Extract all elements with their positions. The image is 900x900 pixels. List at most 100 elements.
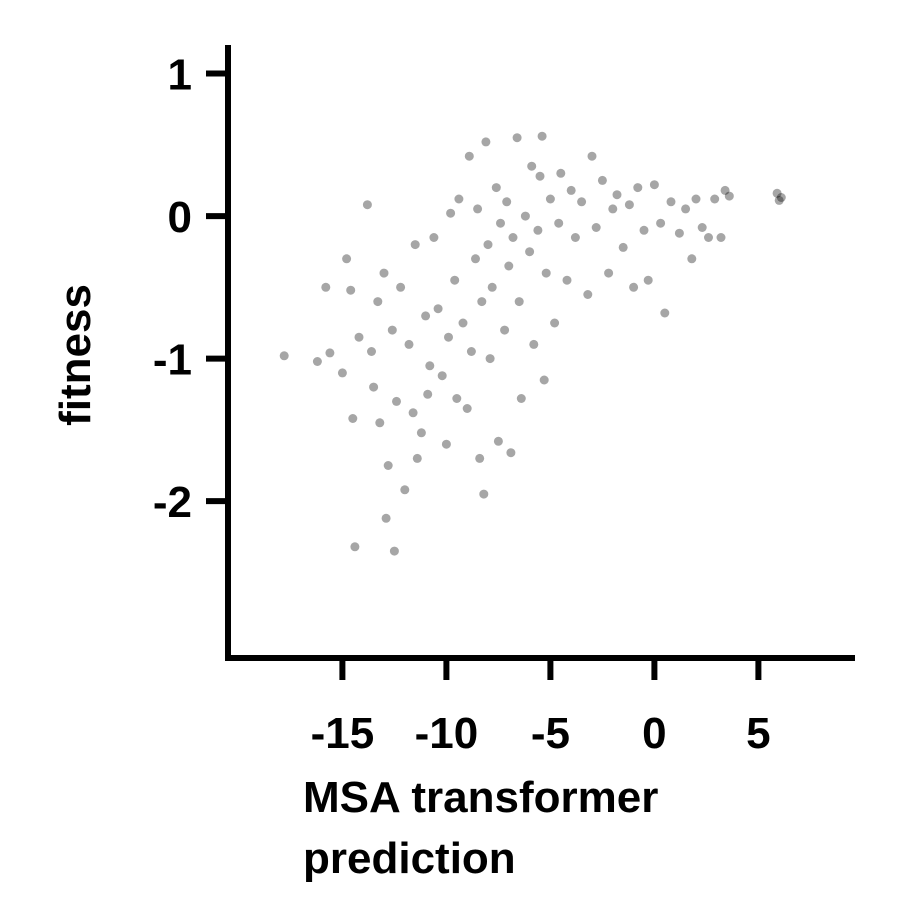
scatter-point-59 xyxy=(506,448,516,458)
scatter-point-66 xyxy=(527,161,537,171)
scatter-point-99 xyxy=(681,204,691,214)
scatter-point-49 xyxy=(481,137,491,147)
scatter-point-85 xyxy=(604,268,614,278)
scatter-point-96 xyxy=(660,308,670,318)
scatter-point-102 xyxy=(697,223,707,232)
x-tick-label: 0 xyxy=(642,709,666,758)
scatter-point-64 xyxy=(520,211,530,221)
scatter-point-36 xyxy=(446,208,456,218)
scatter-point-62 xyxy=(514,297,524,307)
scatter-point-72 xyxy=(541,268,551,278)
scatter-point-63 xyxy=(516,394,526,403)
scatter-point-70 xyxy=(537,131,547,141)
scatter-point-73 xyxy=(545,194,555,204)
scatter-point-98 xyxy=(674,228,684,238)
scatter-point-90 xyxy=(629,282,639,292)
scatter-point-84 xyxy=(597,175,607,185)
scatter-point-46 xyxy=(475,453,485,463)
scatter-point-3 xyxy=(325,348,335,358)
scatter-point-27 xyxy=(416,428,426,438)
scatter-point-78 xyxy=(566,185,576,195)
scatter-point-67 xyxy=(529,339,539,349)
scatter-point-13 xyxy=(373,297,383,307)
scatter-point-43 xyxy=(466,347,476,356)
scatter-point-88 xyxy=(618,242,628,252)
scatter-point-77 xyxy=(562,275,572,285)
scatter-point-104 xyxy=(710,194,720,204)
scatter-point-33 xyxy=(437,371,447,381)
y-tick-label: -2 xyxy=(153,478,192,527)
scatter-point-79 xyxy=(570,233,580,242)
scatter-point-19 xyxy=(389,546,399,556)
scatter-point-10 xyxy=(362,200,372,210)
y-axis-title: fitness xyxy=(51,284,100,426)
scatter-point-0 xyxy=(279,351,289,361)
x-tick-label: -15 xyxy=(311,709,375,758)
scatter-point-50 xyxy=(483,240,493,250)
scatter-point-7 xyxy=(348,414,358,423)
scatter-point-105 xyxy=(716,233,726,242)
scatter-point-71 xyxy=(539,375,549,385)
scatter-point-107 xyxy=(724,191,734,201)
scatter-point-56 xyxy=(500,325,510,335)
scatter-point-9 xyxy=(354,332,364,342)
scatter-point-21 xyxy=(396,282,406,292)
scatter-point-69 xyxy=(535,171,545,181)
scatter-point-17 xyxy=(383,461,393,470)
scatter-point-81 xyxy=(583,290,593,299)
axes xyxy=(225,45,855,661)
scatter-point-74 xyxy=(550,318,560,328)
scatter-point-82 xyxy=(587,151,597,161)
scatter-point-28 xyxy=(421,311,431,321)
scatter-point-95 xyxy=(656,218,666,228)
scatter-point-87 xyxy=(612,190,622,200)
scatter-point-89 xyxy=(624,200,634,210)
scatter-point-34 xyxy=(441,439,451,449)
scatter-point-14 xyxy=(375,418,385,428)
scatter-point-54 xyxy=(493,436,503,446)
scatter-point-29 xyxy=(423,389,433,399)
scatter-point-30 xyxy=(425,361,435,371)
y-tick-label: -1 xyxy=(153,336,192,385)
scatter-point-55 xyxy=(496,218,505,228)
scatter-point-26 xyxy=(412,453,422,463)
scatter-point-42 xyxy=(464,151,474,161)
scatter-point-109 xyxy=(776,193,786,202)
scatter-point-1 xyxy=(312,357,322,366)
scatter-point-108 xyxy=(772,188,782,198)
x-tick-label: -5 xyxy=(531,709,570,758)
scatter-point-41 xyxy=(462,404,472,413)
x-axis-title-line-2: prediction xyxy=(303,834,516,883)
scatter-point-12 xyxy=(369,382,379,392)
scatter-point-93 xyxy=(643,275,653,285)
scatter-point-91 xyxy=(633,183,643,193)
scatter-point-11 xyxy=(367,347,376,356)
scatter-point-35 xyxy=(444,332,453,342)
scatter-point-20 xyxy=(392,396,401,406)
scatter-point-100 xyxy=(687,254,697,264)
scatter-point-37 xyxy=(450,275,460,285)
scatter-point-86 xyxy=(608,204,618,214)
scatter-point-32 xyxy=(433,304,443,314)
scatter-point-44 xyxy=(471,254,480,264)
scatter-point-106 xyxy=(720,185,730,195)
x-tick-label: 5 xyxy=(746,709,770,758)
scatter-point-110 xyxy=(774,195,784,205)
scatter-point-97 xyxy=(666,197,676,207)
scatter-point-61 xyxy=(512,133,522,143)
scatter-point-2 xyxy=(321,282,331,292)
scatter-point-52 xyxy=(487,282,497,292)
scatter-point-47 xyxy=(477,297,487,307)
scatter-point-16 xyxy=(381,513,391,523)
y-tick-label: 1 xyxy=(168,51,192,100)
scatter-point-25 xyxy=(410,240,420,250)
scatter-point-80 xyxy=(577,197,587,207)
scatter-point-5 xyxy=(342,254,352,264)
scatter-point-94 xyxy=(649,180,659,190)
scatter-point-48 xyxy=(479,489,489,499)
scatter-point-57 xyxy=(502,197,512,207)
scatter-point-22 xyxy=(400,485,410,495)
x-tick-label: -10 xyxy=(415,709,479,758)
scatter-point-38 xyxy=(452,394,462,403)
scatter-points xyxy=(279,131,786,556)
